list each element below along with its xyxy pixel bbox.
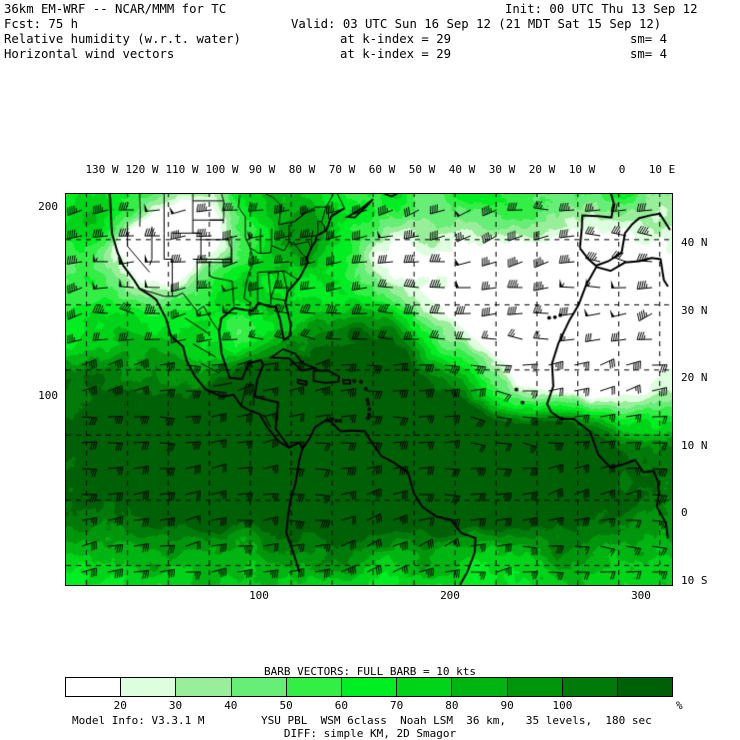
colorbar-segment (341, 678, 398, 696)
field-name-primary: Relative humidity (w.r.t. water) (4, 32, 241, 46)
colorbar-unit-label: % (676, 699, 683, 712)
lat-tick-label: 20 N (681, 371, 708, 384)
colorbar-segment (397, 678, 453, 696)
relative-humidity-field (66, 194, 672, 585)
colorbar-segment (176, 678, 232, 696)
lon-tick-label: 50 W (408, 163, 436, 176)
physics-options-text: YSU PBL WSM 6class Noah LSM 36 km, 35 le… (261, 714, 652, 727)
lon-tick-label: 0 (618, 163, 626, 176)
lon-tick-label: 120 W (125, 163, 159, 176)
lon-tick-label: 60 W (368, 163, 396, 176)
init-time: Init: 00 UTC Thu 13 Sep 12 (505, 2, 698, 16)
lon-tick-label: 100 W (205, 163, 239, 176)
lon-tick-label: 80 W (288, 163, 316, 176)
colorbar-tick-label: 40 (224, 699, 238, 712)
map-plot-area[interactable] (65, 193, 673, 586)
lon-tick-label: 10 W (568, 163, 596, 176)
colorbar-tick-label: 70 (390, 699, 404, 712)
field-name-overlay: Horizontal wind vectors (4, 47, 175, 61)
colorbar-segment (286, 678, 342, 696)
lon-tick-label: 110 W (165, 163, 199, 176)
x-index-tick-label: 100 (249, 589, 269, 602)
lat-tick-label: 0 (681, 506, 688, 519)
colorbar-segment (617, 678, 673, 696)
y-index-tick-label: 200 (38, 200, 58, 213)
x-index-tick-label: 200 (440, 589, 460, 602)
colorbar-segment (562, 678, 618, 696)
x-index-tick-label: 300 (631, 589, 651, 602)
diffusion-text: DIFF: simple KM, 2D Smagor (283, 727, 457, 740)
k-index-primary: at k-index = 29 (340, 32, 452, 46)
smoothing-overlay: sm= 4 (630, 47, 668, 61)
colorbar-tick-label: 100 (552, 699, 573, 712)
lat-tick-label: 40 N (681, 236, 708, 249)
y-index-tick-label: 100 (38, 389, 58, 402)
colorbar-tick-label: 90 (500, 699, 514, 712)
barb-vector-legend: BARB VECTORS: FULL BARB = 10 kts (264, 665, 476, 678)
colorbar-segment (507, 678, 563, 696)
model-info-text: Model Info: V3.3.1 M (72, 714, 205, 727)
lat-tick-label: 30 N (681, 303, 708, 317)
colorbar[interactable] (65, 677, 673, 697)
header-block: 36km EM-WRF -- NCAR/MMM for TC Init: 00 … (0, 0, 740, 80)
colorbar-tick-label: 80 (445, 699, 459, 712)
colorbar-segment (231, 678, 287, 696)
lon-tick-label: 10 E (648, 163, 676, 176)
colorbar-segment (66, 678, 122, 696)
lon-tick-label: 40 W (448, 163, 476, 176)
colorbar-segment (121, 678, 177, 696)
lon-tick-label: 30 W (488, 163, 516, 176)
valid-time: Valid: 03 UTC Sun 16 Sep 12 (21 MDT Sat … (291, 17, 662, 31)
lat-tick-label: 10 N (681, 438, 708, 452)
lon-tick-label: 90 W (248, 163, 276, 176)
colorbar-segment (452, 678, 508, 696)
smoothing-primary: sm= 4 (630, 32, 668, 46)
lon-tick-label: 70 W (328, 163, 356, 176)
k-index-overlay: at k-index = 29 (340, 47, 452, 61)
lon-tick-label: 130 W (85, 163, 119, 176)
colorbar-tick-label: 20 (113, 699, 127, 712)
forecast-hour: Fcst: 75 h (4, 17, 79, 31)
model-title: 36km EM-WRF -- NCAR/MMM for TC (4, 2, 227, 16)
lat-tick-label: 10 S (681, 573, 708, 587)
colorbar-tick-label: 30 (168, 699, 183, 712)
lon-tick-label: 20 W (528, 163, 556, 176)
colorbar-tick-label: 60 (334, 699, 348, 712)
colorbar-tick-label: 50 (279, 699, 293, 712)
